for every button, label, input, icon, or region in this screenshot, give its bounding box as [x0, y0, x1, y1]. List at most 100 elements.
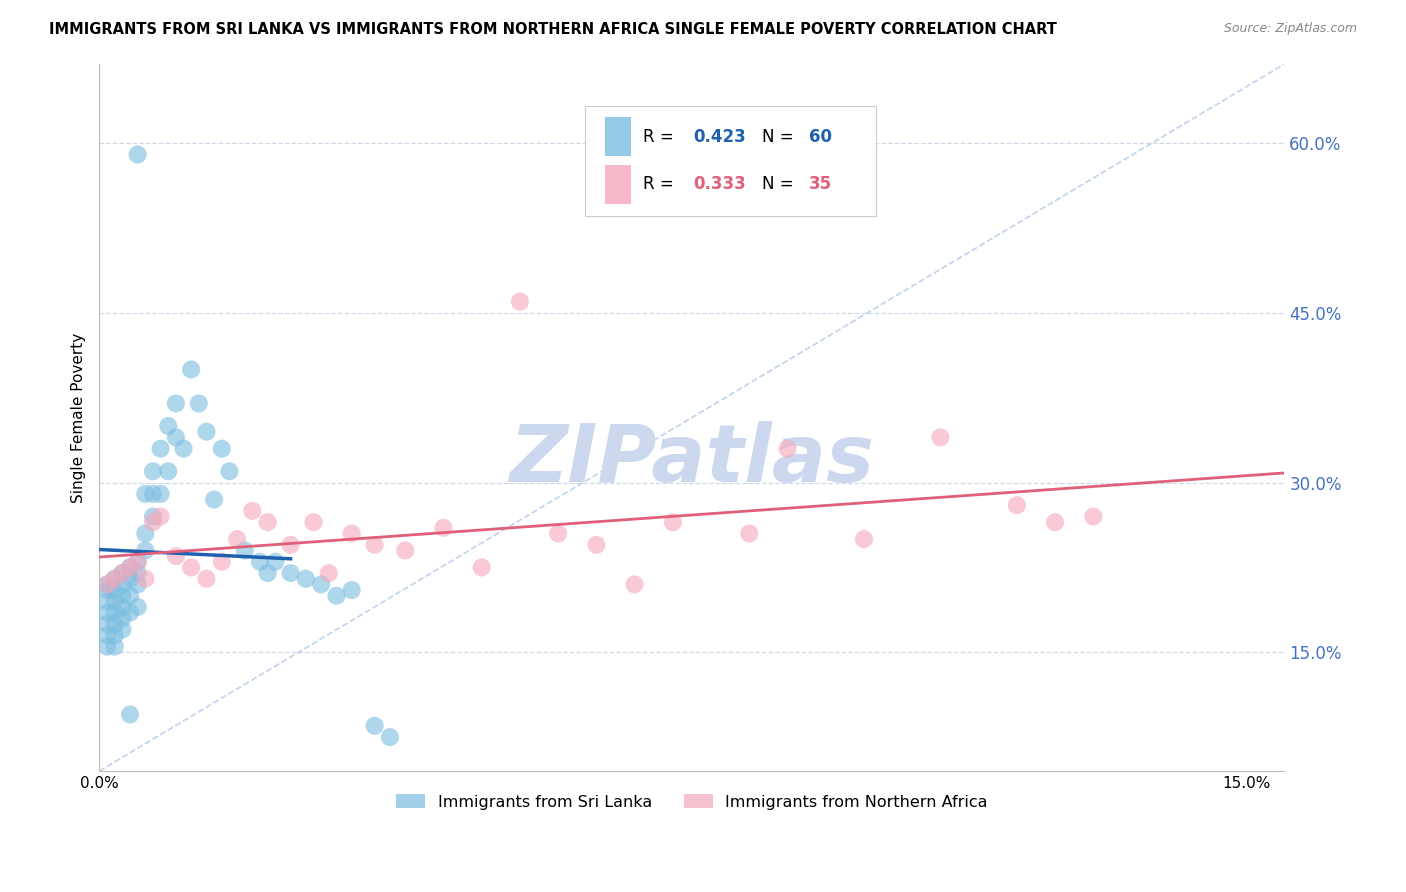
Point: [134, 526, 156, 541]
Point: [226, 532, 249, 546]
Bar: [606, 165, 631, 203]
Point: [165, 549, 187, 563]
Point: [149, 442, 172, 456]
Point: [149, 487, 172, 501]
Point: [149, 509, 172, 524]
Point: [218, 464, 240, 478]
Point: [309, 577, 332, 591]
Point: [142, 515, 165, 529]
Point: [111, 600, 134, 615]
Point: [111, 623, 134, 637]
Text: R =: R =: [644, 175, 679, 194]
Point: [104, 628, 127, 642]
Text: Source: ZipAtlas.com: Source: ZipAtlas.com: [1223, 22, 1357, 36]
Point: [134, 543, 156, 558]
Point: [211, 555, 233, 569]
Point: [394, 543, 416, 558]
Point: [157, 464, 180, 478]
Point: [295, 572, 318, 586]
Point: [264, 555, 287, 569]
Legend: Immigrants from Sri Lanka, Immigrants from Northern Africa: Immigrants from Sri Lanka, Immigrants fr…: [389, 788, 994, 816]
Text: N =: N =: [762, 175, 799, 194]
Point: [96, 606, 118, 620]
Point: [302, 515, 325, 529]
Point: [127, 600, 149, 615]
Point: [585, 538, 607, 552]
Text: 0.423: 0.423: [693, 128, 745, 146]
Point: [195, 572, 218, 586]
Point: [104, 582, 127, 597]
Point: [165, 430, 187, 444]
Point: [127, 147, 149, 161]
Point: [118, 707, 141, 722]
Point: [96, 594, 118, 608]
Point: [96, 617, 118, 632]
Point: [118, 606, 141, 620]
Point: [211, 442, 233, 456]
Point: [173, 442, 195, 456]
Point: [127, 566, 149, 580]
Point: [134, 572, 156, 586]
Point: [1043, 515, 1066, 529]
Point: [363, 538, 385, 552]
Point: [142, 487, 165, 501]
Point: [111, 566, 134, 580]
Point: [852, 532, 875, 546]
Point: [195, 425, 218, 439]
Point: [111, 589, 134, 603]
Point: [776, 442, 799, 456]
Point: [111, 577, 134, 591]
Point: [127, 555, 149, 569]
Point: [118, 589, 141, 603]
Point: [340, 582, 363, 597]
Point: [1005, 498, 1028, 512]
Y-axis label: Single Female Poverty: Single Female Poverty: [72, 333, 86, 503]
Point: [233, 543, 256, 558]
Point: [1083, 509, 1105, 524]
Point: [318, 566, 340, 580]
Text: 0.333: 0.333: [693, 175, 745, 194]
Text: ZIPatlas: ZIPatlas: [509, 421, 875, 499]
Point: [127, 555, 149, 569]
Point: [96, 640, 118, 654]
Point: [157, 419, 180, 434]
Point: [929, 430, 952, 444]
Point: [111, 566, 134, 580]
Bar: [606, 118, 631, 156]
Point: [104, 572, 127, 586]
Point: [104, 572, 127, 586]
Point: [165, 396, 187, 410]
Point: [127, 577, 149, 591]
Point: [96, 582, 118, 597]
Point: [118, 560, 141, 574]
Point: [118, 560, 141, 574]
Point: [363, 719, 385, 733]
Point: [623, 577, 645, 591]
Point: [96, 577, 118, 591]
Point: [134, 487, 156, 501]
Text: N =: N =: [762, 128, 799, 146]
Point: [111, 611, 134, 625]
Text: IMMIGRANTS FROM SRI LANKA VS IMMIGRANTS FROM NORTHERN AFRICA SINGLE FEMALE POVER: IMMIGRANTS FROM SRI LANKA VS IMMIGRANTS …: [49, 22, 1057, 37]
Point: [202, 492, 225, 507]
FancyBboxPatch shape: [585, 106, 876, 216]
Point: [662, 515, 685, 529]
Point: [547, 526, 569, 541]
Point: [104, 594, 127, 608]
Point: [104, 606, 127, 620]
Text: 60: 60: [810, 128, 832, 146]
Point: [509, 294, 531, 309]
Point: [249, 555, 271, 569]
Point: [280, 566, 302, 580]
Point: [118, 572, 141, 586]
Point: [142, 509, 165, 524]
Point: [104, 617, 127, 632]
Point: [96, 628, 118, 642]
Point: [180, 560, 202, 574]
Point: [180, 362, 202, 376]
Point: [471, 560, 494, 574]
Point: [280, 538, 302, 552]
Point: [104, 640, 127, 654]
Point: [142, 464, 165, 478]
Point: [432, 521, 454, 535]
